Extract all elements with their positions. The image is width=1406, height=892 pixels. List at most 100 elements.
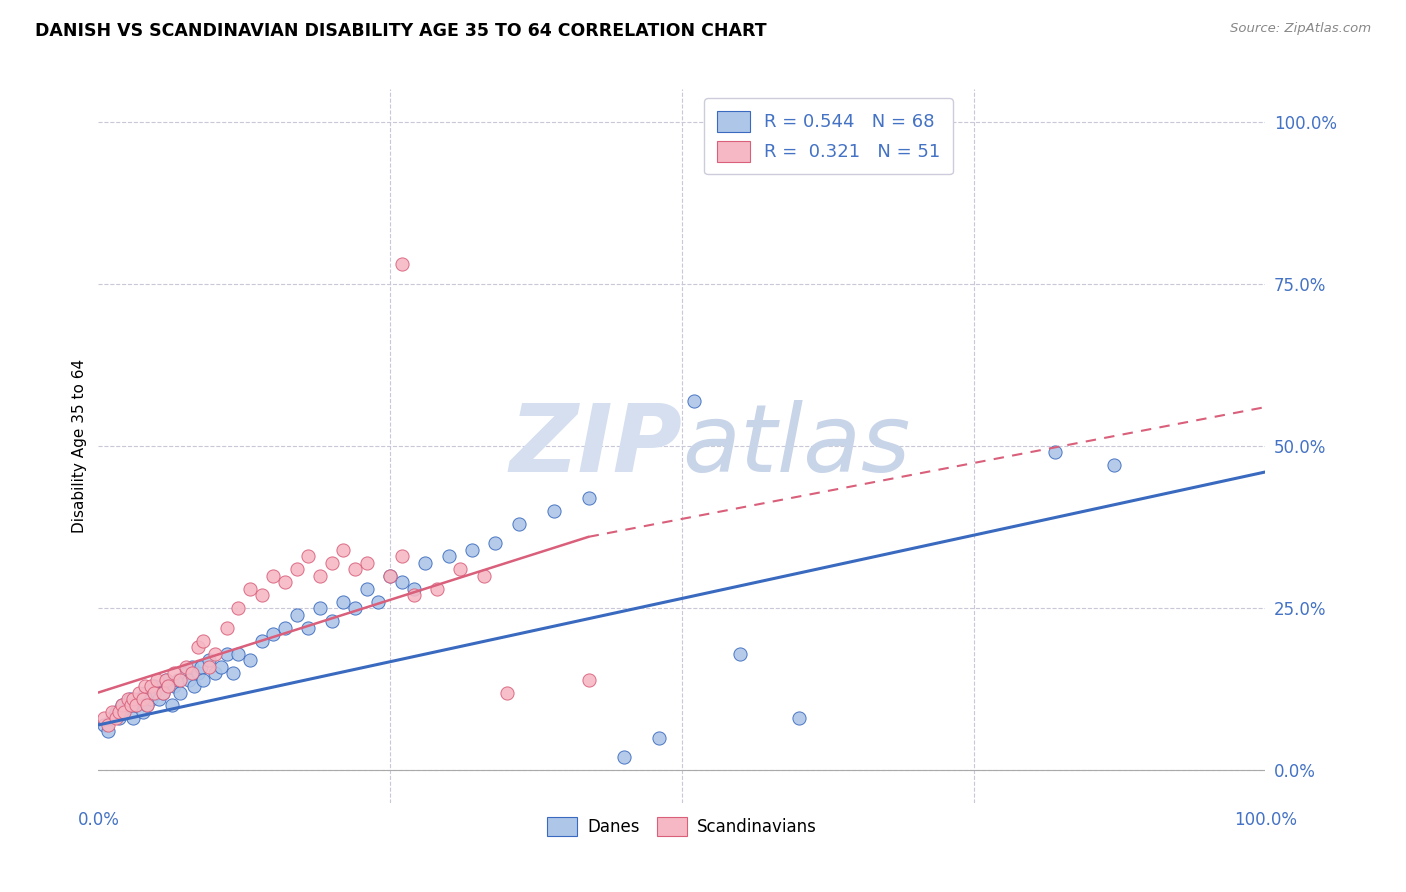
Point — [152, 685, 174, 699]
Point — [198, 659, 221, 673]
Point — [262, 627, 284, 641]
Text: ZIP: ZIP — [509, 400, 682, 492]
Point — [215, 647, 238, 661]
Point — [117, 692, 139, 706]
Point — [122, 711, 145, 725]
Point — [134, 679, 156, 693]
Point — [647, 731, 669, 745]
Point — [120, 698, 142, 713]
Point — [356, 556, 378, 570]
Point — [104, 711, 127, 725]
Point — [391, 257, 413, 271]
Point — [204, 647, 226, 661]
Point — [160, 698, 183, 713]
Point — [136, 698, 159, 713]
Point — [484, 536, 506, 550]
Point — [204, 666, 226, 681]
Point — [297, 549, 319, 564]
Point — [228, 647, 250, 661]
Point — [187, 666, 209, 681]
Point — [112, 705, 135, 719]
Point — [112, 705, 135, 719]
Point — [193, 673, 215, 687]
Point — [380, 568, 402, 582]
Point — [166, 673, 188, 687]
Text: DANISH VS SCANDINAVIAN DISABILITY AGE 35 TO 64 CORRELATION CHART: DANISH VS SCANDINAVIAN DISABILITY AGE 35… — [35, 22, 766, 40]
Point — [391, 575, 413, 590]
Point — [426, 582, 449, 596]
Point — [344, 601, 367, 615]
Point — [148, 692, 170, 706]
Point — [93, 718, 115, 732]
Point — [1102, 458, 1125, 473]
Point — [132, 705, 155, 719]
Point — [155, 673, 177, 687]
Point — [413, 556, 436, 570]
Point — [155, 673, 177, 687]
Point — [101, 711, 124, 725]
Point — [309, 568, 332, 582]
Point — [128, 685, 150, 699]
Point — [437, 549, 460, 564]
Text: atlas: atlas — [682, 401, 910, 491]
Point — [111, 698, 134, 713]
Point — [104, 705, 127, 719]
Point — [508, 516, 530, 531]
Point — [461, 542, 484, 557]
Point — [139, 692, 162, 706]
Point — [146, 685, 169, 699]
Point — [1045, 445, 1067, 459]
Point — [402, 588, 425, 602]
Point — [250, 588, 273, 602]
Point — [787, 711, 810, 725]
Point — [449, 562, 471, 576]
Point — [367, 595, 389, 609]
Point — [472, 568, 495, 582]
Point — [274, 575, 297, 590]
Point — [134, 685, 156, 699]
Point — [97, 724, 120, 739]
Point — [193, 633, 215, 648]
Point — [108, 705, 131, 719]
Point — [174, 666, 197, 681]
Point — [297, 621, 319, 635]
Point — [356, 582, 378, 596]
Point — [578, 491, 600, 505]
Point — [187, 640, 209, 654]
Point — [157, 679, 180, 693]
Point — [183, 679, 205, 693]
Point — [180, 666, 202, 681]
Point — [344, 562, 367, 576]
Point — [578, 673, 600, 687]
Point — [174, 659, 197, 673]
Point — [391, 549, 413, 564]
Point — [101, 705, 124, 719]
Point — [285, 562, 308, 576]
Point — [128, 692, 150, 706]
Point — [117, 698, 139, 713]
Point — [239, 653, 262, 667]
Point — [132, 692, 155, 706]
Point — [157, 679, 180, 693]
Point — [321, 614, 343, 628]
Point — [228, 601, 250, 615]
Point — [198, 653, 221, 667]
Point — [239, 582, 262, 596]
Point — [169, 673, 191, 687]
Point — [190, 659, 212, 673]
Point — [163, 679, 186, 693]
Point — [136, 698, 159, 713]
Point — [146, 673, 169, 687]
Point — [169, 685, 191, 699]
Point — [250, 633, 273, 648]
Point — [402, 582, 425, 596]
Point — [496, 685, 519, 699]
Point — [274, 621, 297, 635]
Point — [730, 647, 752, 661]
Point — [332, 595, 354, 609]
Point — [152, 685, 174, 699]
Y-axis label: Disability Age 35 to 64: Disability Age 35 to 64 — [72, 359, 87, 533]
Point — [122, 692, 145, 706]
Point — [180, 659, 202, 673]
Point — [262, 568, 284, 582]
